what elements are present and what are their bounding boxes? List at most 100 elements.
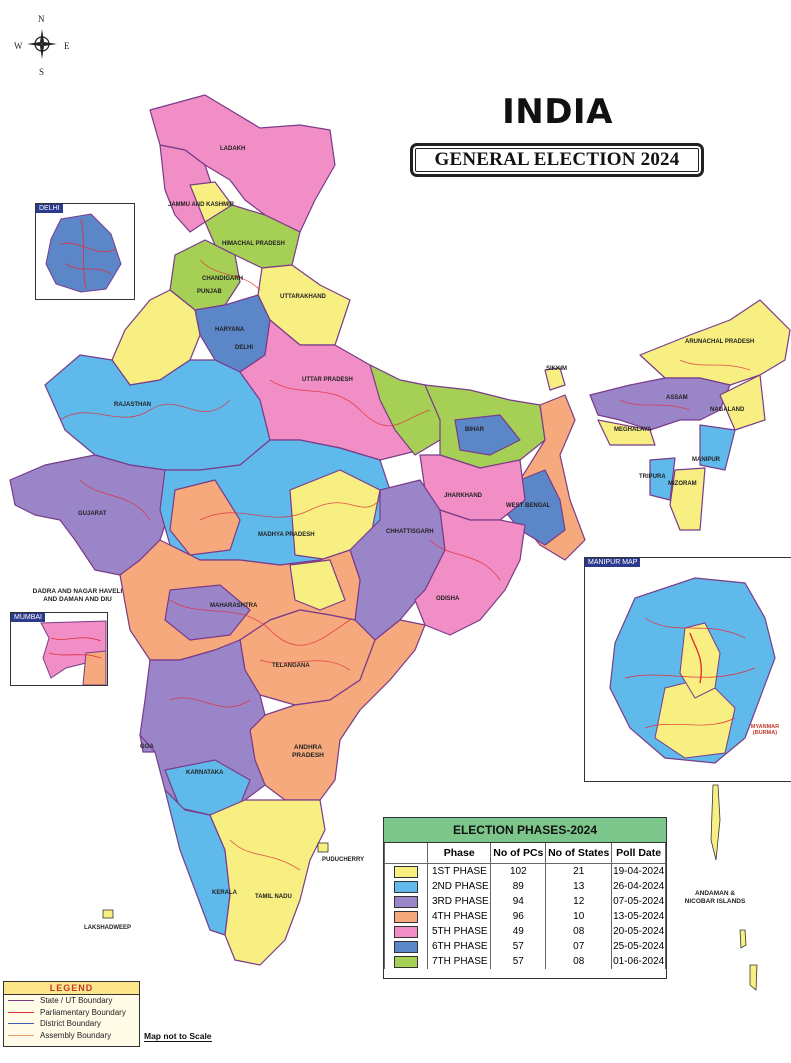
phase-row: 3RD PHASE 94 12 07-05-2024 (384, 894, 666, 909)
label-bihar: BIHAR (465, 427, 485, 433)
phase-table-header-date: Poll Date (611, 843, 666, 864)
label-gujarat: GUJARAT (78, 511, 107, 517)
region-manipur (699, 424, 736, 471)
phase-states-cell: 12 (545, 894, 613, 909)
phase-swatch-cell (384, 894, 428, 909)
legend-item-label: Parliamentary Boundary (40, 1007, 126, 1017)
region-maharashtra-central (164, 584, 251, 641)
label-haryana: HARYANA (215, 327, 245, 333)
phase-date-cell: 07-05-2024 (611, 894, 666, 909)
phase-swatch-cell (384, 863, 428, 879)
label-lakshadweep: LAKSHADWEEP (84, 925, 131, 931)
label-dnh-dd: DADRA AND NAGAR HAVELI AND DAMAN AND DIU (32, 588, 123, 603)
phase-color-swatch (394, 955, 418, 968)
phase-states-cell: 08 (545, 954, 613, 969)
phase-name-cell: 5TH PHASE (426, 924, 492, 939)
phase-swatch-cell (384, 924, 428, 939)
compass-south-label: S (39, 67, 45, 77)
phase-swatch-cell (384, 909, 428, 924)
phase-states-cell: 13 (545, 879, 613, 894)
phase-date-cell: 19-04-2024 (611, 863, 666, 879)
puducherry-marker (317, 842, 329, 853)
label-rajasthan: RAJASTHAN (114, 402, 151, 408)
compass-north-label: N (38, 14, 45, 24)
label-jharkhand: JHARKHAND (444, 493, 483, 499)
phase-table-header-phase: Phase (426, 843, 492, 864)
delhi-inset: DELHI (35, 203, 135, 300)
phase-color-swatch (394, 895, 418, 908)
phase-table-body: 1ST PHASE 102 21 19-04-2024 2ND PHASE 89 13 26-… (384, 863, 666, 969)
label-himachal-pradesh: HIMACHAL PRADESH (222, 241, 285, 247)
region-tripura (649, 457, 676, 501)
label-myanmar: MYANMAR (BURMA) (750, 724, 780, 736)
legend-items: State / UT Boundary Parliamentary Boundar… (4, 995, 139, 1041)
phase-name-cell: 4TH PHASE (426, 909, 492, 924)
compass-west-label: W (14, 41, 23, 51)
phase-pcs-cell: 49 (490, 924, 547, 939)
label-tripura: TRIPURA (639, 474, 666, 480)
legend-item: District Boundary (4, 1018, 139, 1030)
label-uttar-pradesh: UTTAR PRADESH (302, 377, 353, 383)
legend-item-label: State / UT Boundary (40, 996, 113, 1006)
compass-icon (27, 29, 57, 59)
label-west-bengal: WEST BENGAL (506, 503, 551, 509)
phase-name-cell: 3RD PHASE (426, 894, 492, 909)
legend-title: LEGEND (4, 982, 139, 995)
legend-line-swatch (8, 1000, 34, 1002)
phase-table-swatch-header (384, 843, 428, 864)
phase-color-swatch (394, 925, 418, 938)
region-tamil-nadu (209, 799, 326, 966)
phase-table-grid: Phase No of PCs No of States Poll Date 1… (384, 843, 666, 969)
phase-swatch-cell (384, 954, 428, 969)
label-jammu-kashmir: JAMMU AND KASHMIR (168, 202, 235, 208)
label-madhya-pradesh: MADHYA PRADESH (258, 532, 315, 538)
label-maharashtra: MAHARASHTRA (210, 603, 258, 609)
map-legend: LEGEND State / UT Boundary Parliamentary … (3, 981, 140, 1047)
label-nagaland: NAGALAND (710, 407, 745, 413)
label-uttarakhand: UTTARAKHAND (280, 294, 327, 300)
phase-table-header-row: Phase No of PCs No of States Poll Date (384, 843, 666, 864)
label-chhattisgarh: CHHATTISGARH (386, 529, 434, 535)
phase-color-swatch (394, 940, 418, 953)
legend-item: State / UT Boundary (4, 995, 139, 1007)
label-delhi: DELHI (235, 345, 253, 351)
label-andhra-pradesh: ANDHRA PRADESH (292, 744, 324, 759)
map-subtitle: GENERAL ELECTION 2024 (434, 149, 680, 170)
phase-table-header-pcs: No of PCs (490, 843, 547, 864)
label-ladakh: LADAKH (220, 146, 245, 152)
region-sikkim (544, 367, 566, 391)
label-karnataka: KARNATAKA (186, 770, 224, 776)
label-puducherry: PUDUCHERRY (322, 857, 364, 863)
phase-row: 5TH PHASE 49 08 20-05-2024 (384, 924, 666, 939)
phase-name-cell: 7TH PHASE (426, 954, 492, 969)
label-arunachal-pradesh: ARUNACHAL PRADESH (685, 339, 754, 345)
phase-color-swatch (394, 910, 418, 923)
mumbai-inset-label: MUMBAI (11, 613, 45, 622)
label-mizoram: MIZORAM (668, 481, 697, 487)
phase-name-cell: 6TH PHASE (426, 939, 492, 954)
phase-states-cell: 10 (545, 909, 613, 924)
phase-table-header-states: No of States (545, 843, 613, 864)
lakshadweep-island (102, 909, 114, 919)
phase-date-cell: 01-06-2024 (611, 954, 666, 969)
phase-pcs-cell: 57 (490, 954, 547, 969)
compass-east-label: E (64, 41, 70, 51)
label-goa: GOA (140, 744, 154, 750)
election-phases-table: ELECTION PHASES-2024 Phase No of PCs No … (383, 817, 667, 979)
legend-line-swatch (8, 1023, 34, 1025)
phase-color-swatch (394, 865, 418, 878)
legend-item-label: District Boundary (40, 1019, 101, 1029)
phase-pcs-cell: 89 (490, 879, 547, 894)
label-manipur: MANIPUR (692, 457, 721, 463)
phase-date-cell: 13-05-2024 (611, 909, 666, 924)
phase-states-cell: 08 (545, 924, 613, 939)
phase-name-cell: 1ST PHASE (426, 863, 492, 879)
region-odisha (414, 509, 526, 636)
label-telangana: TELANGANA (272, 663, 310, 669)
label-andaman-nicobar: ANDAMAN & NICOBAR ISLANDS (684, 890, 746, 905)
phase-date-cell: 25-05-2024 (611, 939, 666, 954)
phase-date-cell: 26-04-2024 (611, 879, 666, 894)
legend-item: Assembly Boundary (4, 1030, 139, 1042)
compass-rose: N W E S (14, 14, 70, 77)
